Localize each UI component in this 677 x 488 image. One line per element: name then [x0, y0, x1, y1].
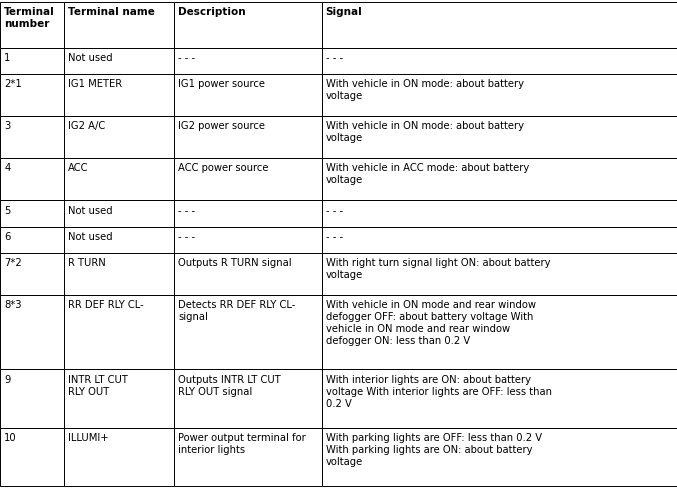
Bar: [64, 2, 174, 48]
Bar: [174, 201, 322, 227]
Text: With vehicle in ON mode: about battery
voltage: With vehicle in ON mode: about battery v…: [326, 79, 524, 101]
Bar: [174, 74, 322, 116]
Bar: [174, 369, 322, 427]
Bar: [0, 369, 64, 427]
Bar: [322, 74, 677, 116]
Text: - - -: - - -: [178, 232, 195, 242]
Bar: [322, 158, 677, 201]
Text: Not used: Not used: [68, 53, 112, 62]
Bar: [64, 201, 174, 227]
Text: 5: 5: [4, 205, 11, 216]
Text: 6: 6: [4, 232, 11, 242]
Text: With vehicle in ACC mode: about battery
voltage: With vehicle in ACC mode: about battery …: [326, 163, 529, 185]
Bar: [0, 48, 64, 74]
Bar: [64, 74, 174, 116]
Bar: [64, 227, 174, 253]
Text: 3: 3: [4, 121, 10, 131]
Bar: [64, 253, 174, 295]
Text: IG2 A/C: IG2 A/C: [68, 121, 105, 131]
Text: ILLUMI+: ILLUMI+: [68, 433, 108, 443]
Text: RR DEF RLY CL-: RR DEF RLY CL-: [68, 300, 144, 310]
Text: Power output terminal for
interior lights: Power output terminal for interior light…: [178, 433, 306, 455]
Bar: [322, 427, 677, 486]
Text: 10: 10: [4, 433, 17, 443]
Text: IG2 power source: IG2 power source: [178, 121, 265, 131]
Bar: [0, 253, 64, 295]
Bar: [174, 2, 322, 48]
Text: R TURN: R TURN: [68, 258, 106, 268]
Text: Not used: Not used: [68, 232, 112, 242]
Text: IG1 METER: IG1 METER: [68, 79, 122, 89]
Text: 9: 9: [4, 374, 11, 385]
Bar: [174, 158, 322, 201]
Text: ACC: ACC: [68, 163, 88, 173]
Bar: [322, 201, 677, 227]
Text: With vehicle in ON mode: about battery
voltage: With vehicle in ON mode: about battery v…: [326, 121, 524, 143]
Bar: [0, 427, 64, 486]
Text: - - -: - - -: [326, 53, 343, 62]
Bar: [174, 227, 322, 253]
Text: Detects RR DEF RLY CL-
signal: Detects RR DEF RLY CL- signal: [178, 300, 296, 322]
Bar: [0, 295, 64, 369]
Bar: [322, 253, 677, 295]
Text: 8*3: 8*3: [4, 300, 22, 310]
Bar: [174, 116, 322, 158]
Text: Terminal
number: Terminal number: [4, 7, 55, 29]
Text: Terminal name: Terminal name: [68, 7, 154, 17]
Text: Not used: Not used: [68, 205, 112, 216]
Text: Signal: Signal: [326, 7, 362, 17]
Bar: [174, 253, 322, 295]
Bar: [64, 158, 174, 201]
Text: Outputs R TURN signal: Outputs R TURN signal: [178, 258, 292, 268]
Bar: [0, 227, 64, 253]
Bar: [0, 116, 64, 158]
Bar: [174, 295, 322, 369]
Text: - - -: - - -: [326, 205, 343, 216]
Bar: [0, 158, 64, 201]
Bar: [64, 48, 174, 74]
Bar: [64, 295, 174, 369]
Bar: [174, 48, 322, 74]
Bar: [64, 116, 174, 158]
Text: 4: 4: [4, 163, 10, 173]
Text: - - -: - - -: [178, 205, 195, 216]
Text: 1: 1: [4, 53, 11, 62]
Bar: [0, 2, 64, 48]
Bar: [0, 74, 64, 116]
Bar: [174, 427, 322, 486]
Text: INTR LT CUT
RLY OUT: INTR LT CUT RLY OUT: [68, 374, 128, 397]
Text: 7*2: 7*2: [4, 258, 22, 268]
Text: - - -: - - -: [178, 53, 195, 62]
Bar: [322, 227, 677, 253]
Text: With right turn signal light ON: about battery
voltage: With right turn signal light ON: about b…: [326, 258, 550, 280]
Bar: [322, 2, 677, 48]
Bar: [322, 116, 677, 158]
Text: ACC power source: ACC power source: [178, 163, 269, 173]
Bar: [322, 369, 677, 427]
Text: Description: Description: [178, 7, 246, 17]
Text: With parking lights are OFF: less than 0.2 V
With parking lights are ON: about b: With parking lights are OFF: less than 0…: [326, 433, 542, 467]
Text: - - -: - - -: [326, 232, 343, 242]
Bar: [322, 48, 677, 74]
Text: With interior lights are ON: about battery
voltage With interior lights are OFF:: With interior lights are ON: about batte…: [326, 374, 552, 408]
Text: 2*1: 2*1: [4, 79, 22, 89]
Text: Outputs INTR LT CUT
RLY OUT signal: Outputs INTR LT CUT RLY OUT signal: [178, 374, 281, 397]
Bar: [322, 295, 677, 369]
Bar: [64, 427, 174, 486]
Bar: [64, 369, 174, 427]
Text: IG1 power source: IG1 power source: [178, 79, 265, 89]
Bar: [0, 201, 64, 227]
Text: With vehicle in ON mode and rear window
defogger OFF: about battery voltage With: With vehicle in ON mode and rear window …: [326, 300, 536, 346]
